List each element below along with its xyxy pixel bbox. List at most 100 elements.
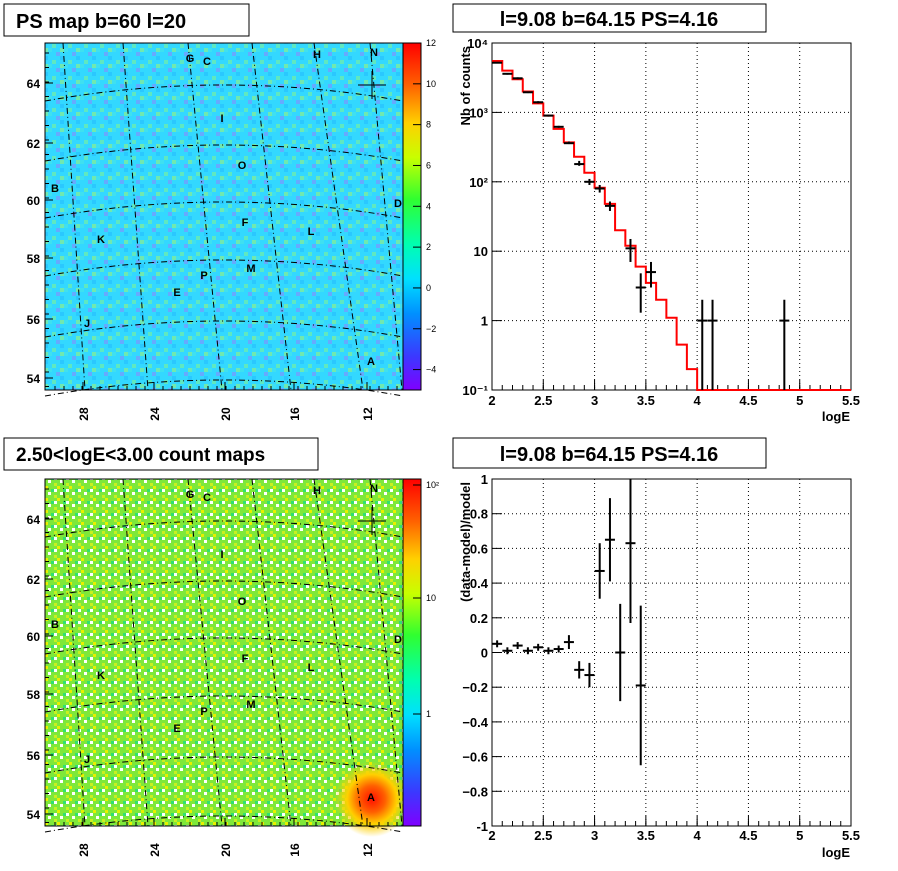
x-tick-label: 3 [591,393,598,408]
count-colorbar [403,479,421,826]
source-label-J: J [84,318,90,330]
colorbar-tick-label: 8 [426,120,431,130]
y-tick-label: 10⁻¹ [462,383,488,398]
count-map-panel: 2.50<logE<3.00 count maps 28 24 20 16 12 64 62… [3,437,439,857]
y-tick-label: 0 [481,646,488,661]
source-label-F: F [242,653,249,665]
x-tick-label: 3 [591,828,598,843]
source-label-H: H [313,485,321,497]
x-tick-label: 4 [694,828,702,843]
y-tick-label: 58 [27,252,41,266]
x-tick-label: 5 [796,393,803,408]
source-label-M: M [246,263,255,275]
y-tick-label: -1 [476,819,488,834]
source-label-L: L [308,226,315,238]
ps-map-source-labels: G C H N I O B D F K L M P E J A [51,47,402,368]
latitude-line [44,637,404,655]
source-label-E: E [173,723,180,735]
source-label-K: K [97,670,105,682]
latitude-line [44,320,404,338]
y-tick-label: 60 [27,194,41,208]
x-tick-label: 20 [219,843,233,857]
x-tick-label: 20 [219,407,233,421]
x-tick-label: 2.5 [534,828,552,843]
y-tick-label: 62 [27,137,41,151]
latitude-line [44,695,404,713]
spectrum-plot-area [491,42,852,391]
y-tick-label: 60 [27,630,41,644]
y-tick-label: −0.8 [462,784,488,799]
residual-y-label: (data-model)/model [458,482,473,602]
x-tick-label: 4.5 [739,828,757,843]
count-colorbar-ticks: 10² 10 1 [402,478,439,827]
source-label-H: H [313,49,321,61]
y-tick-label: 10² [469,175,488,190]
source-label-O: O [238,160,247,172]
y-tick-label: 0.6 [470,541,488,556]
residual-axes: 2 2.5 3 3.5 4 4.5 5 5.5 -1 −0.8 −0.6 −0.4 −0.2 0 0.2 0.… [462,472,860,843]
residual-title: l=9.08 b=64.15 PS=4.16 [500,444,719,466]
y-tick-label: 1 [481,314,488,329]
source-label-F: F [242,217,249,229]
count-map-axis-ticks: 28 24 20 16 12 64 62 60 58 56 54 [27,488,398,857]
colorbar-tick-label: 10 [426,79,436,89]
latitude-line [44,580,404,598]
source-label-A: A [367,792,375,804]
colorbar-tick-label: 6 [426,160,431,170]
y-tick-label: 0.2 [470,611,488,626]
x-tick-label: 5 [796,828,803,843]
colorbar-tick-label: 10 [426,593,436,603]
count-map-title: 2.50<logE<3.00 count maps [16,445,265,466]
count-map-image [45,479,403,826]
ps-map-image [45,43,403,390]
spectrum-title-box [452,3,767,33]
x-tick-label: 2 [488,393,495,408]
spectrum-x-label: logE [822,409,850,424]
source-label-E: E [173,287,180,299]
source-label-B: B [51,183,59,195]
x-tick-label: 16 [288,843,302,857]
latitude-line [44,144,404,162]
spectrum-panel: l=9.08 b=64.15 PS=4.16 2 2.5 3 3.5 4 4.5 5 5.5 1… [452,3,860,424]
y-tick-label: −0.2 [462,680,488,695]
x-tick-label: 3.5 [637,393,655,408]
source-label-N: N [370,47,378,59]
longitude-line [122,478,149,827]
longitude-line [62,42,86,391]
source-label-D: D [394,634,402,646]
latitude-line [44,84,404,102]
ps-map-panel: PS map b=60 l=20 28 24 20 16 12646260585654 … [3,3,436,421]
colorbar-tick-label: 1 [426,709,431,719]
residual-plot-area [491,478,852,827]
spectrum-title: l=9.08 b=64.15 PS=4.16 [500,9,719,31]
longitude-line [122,42,149,391]
y-tick-label: 54 [27,372,41,386]
source-label-D: D [394,198,402,210]
y-tick-label: 56 [27,749,41,763]
spectrum-data [492,60,851,391]
ps-map-axis-ticks: 28 24 20 16 12 64 62 60 58 56 54 [27,52,398,421]
y-tick-label: 10³ [469,105,488,120]
colorbar-frame [402,42,422,391]
latitude-line [44,259,404,277]
x-tick-label: 16 [288,407,302,421]
longitude-line [369,478,403,827]
source-label-B: B [51,619,59,631]
longitude-line [251,42,292,391]
spectrum-axes: 2 2.5 3 3.5 4 4.5 5 5.5 10⁻¹ 1 10 10² 10³ 10⁴ [462,36,860,408]
latitude-line [44,520,404,538]
latitude-line [44,756,404,774]
x-tick-label: 4 [694,393,702,408]
residual-panel: l=9.08 b=64.15 PS=4.16 2 2.5 3 3.5 4 4.5 5 5.5 -… [452,437,860,860]
x-tick-label: 12 [361,843,375,857]
x-tick-label: 24 [148,407,162,421]
x-tick-label: 12 [361,407,375,421]
residual-data [492,479,646,766]
colorbar-tick-label: −4 [426,365,436,375]
source-label-I: I [220,113,223,125]
y-tick-label: 64 [27,513,41,527]
y-tick-label: 1 [481,472,488,487]
source-label-A: A [367,356,375,368]
x-tick-label: 5.5 [842,828,860,843]
